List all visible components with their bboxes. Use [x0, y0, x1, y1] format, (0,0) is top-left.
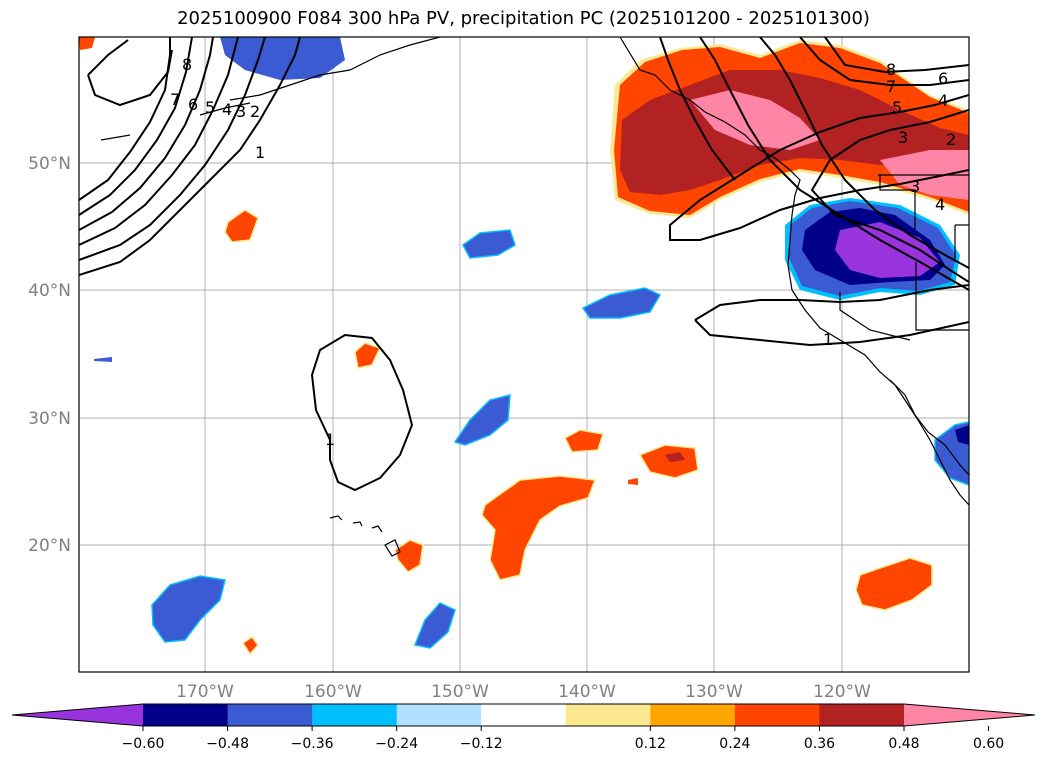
lat-label: 40°N: [28, 281, 71, 301]
colorbar-extension-max: [904, 704, 1035, 726]
contour-label: 4: [938, 91, 948, 110]
contour-label: 3: [910, 177, 920, 196]
colorbar-segment: [143, 704, 229, 726]
contour-label: 3: [898, 128, 908, 147]
lat-label: 20°N: [28, 536, 71, 556]
map-title: 2025100900 F084 300 hPa PV, precipitatio…: [177, 8, 870, 29]
contour-label: 5: [892, 98, 902, 117]
colorbar-segment: [227, 704, 313, 726]
longitude-labels: 170°W 160°W 150°W 140°W 130°W 120°W: [176, 682, 871, 702]
colorbar-tick-label: 0.12: [635, 736, 666, 752]
colorbar-segment: [734, 704, 820, 726]
precip-positive-corner: [79, 37, 95, 50]
hawaii-islands: [329, 515, 401, 557]
contour-label: 2: [250, 102, 260, 121]
colorbar-tick-label: −0.60: [122, 736, 165, 752]
contour-label: 5: [205, 98, 215, 117]
precip-negative-north: [220, 37, 345, 80]
contour-label: 4: [222, 100, 232, 119]
map-frame: [78, 36, 970, 673]
lon-label: 120°W: [813, 682, 871, 702]
contour-label: 1: [325, 430, 335, 449]
colorbar-segment: [312, 704, 398, 726]
contour-label: 7: [170, 90, 180, 109]
contour-label: 1: [255, 143, 265, 162]
colorbar-segment: [650, 704, 736, 726]
lon-label: 130°W: [685, 682, 743, 702]
colorbar-tick-label: 0.24: [719, 736, 750, 752]
contour-label: 3: [236, 102, 246, 121]
colorbar-segment: [565, 704, 651, 726]
coastlines: [100, 37, 969, 506]
colorbar-extension-min: [12, 704, 143, 726]
lat-label: 30°N: [28, 409, 71, 429]
colorbar: −0.60 −0.48 −0.36 −0.24 −0.12 0.12 0.24 0.36 0.4…: [11, 703, 1036, 752]
colorbar-tick-label: 0.36: [804, 736, 835, 752]
contour-label: 8: [886, 60, 896, 79]
lon-label: 140°W: [558, 682, 616, 702]
contour-label: 4: [935, 195, 945, 214]
precip-positive-small: [224, 209, 933, 656]
colorbar-tick-label: 0.60: [973, 736, 1004, 752]
contour-label: 2: [946, 130, 956, 149]
contour-labels: 8 7 6 5 4 3 2 1 1 1 8 7 6 5 4 3 2 3 4: [170, 55, 956, 449]
colorbar-tick-label: −0.12: [460, 736, 503, 752]
latitude-labels: 50°N 40°N 30°N 20°N: [28, 154, 71, 556]
colorbar-tick-label: −0.36: [291, 736, 334, 752]
pv-contours: [79, 37, 969, 492]
precip-negative-small: [94, 229, 969, 649]
lat-label: 50°N: [28, 154, 71, 174]
lon-label: 170°W: [176, 682, 234, 702]
colorbar-tick-label: 0.48: [888, 736, 919, 752]
contour-label: 6: [188, 95, 198, 114]
contour-label: 7: [886, 77, 896, 96]
colorbar-tick-label: −0.48: [206, 736, 249, 752]
contour-label: 8: [182, 55, 192, 74]
colorbar-tick-label: −0.24: [375, 736, 418, 752]
colorbar-segment: [819, 704, 905, 726]
contour-label: 1: [823, 330, 833, 349]
colorbar-segment: [396, 704, 482, 726]
lon-label: 150°W: [431, 682, 489, 702]
colorbar-segment: [481, 704, 567, 726]
lon-label: 160°W: [304, 682, 362, 702]
contour-label: 6: [938, 69, 948, 88]
